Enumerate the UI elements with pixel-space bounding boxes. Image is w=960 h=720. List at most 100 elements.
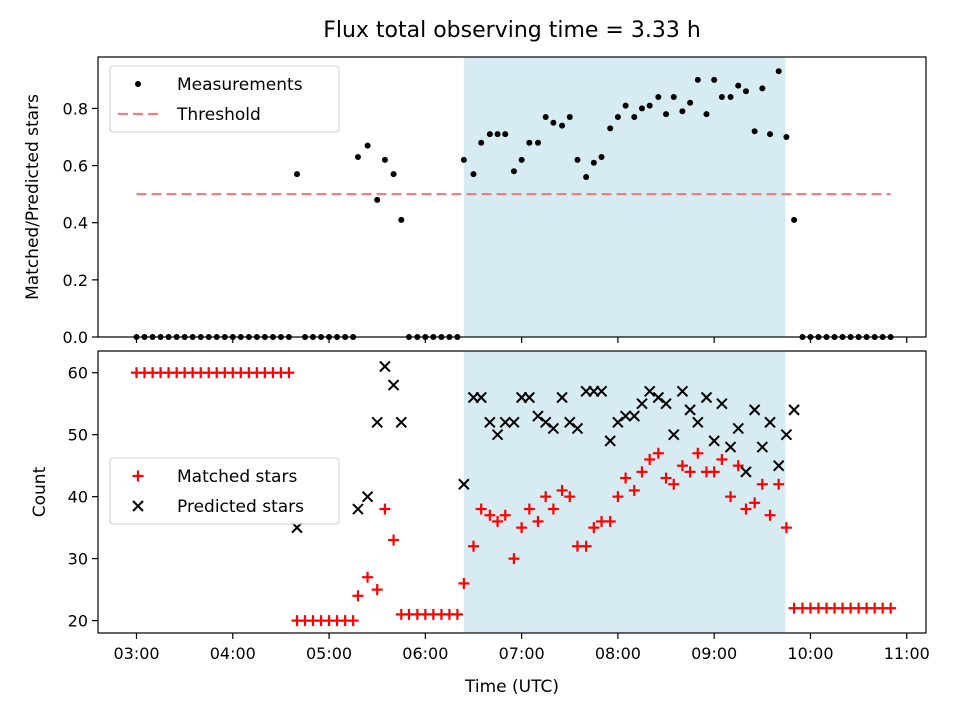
measurement-point: [354, 154, 361, 160]
matched-star-point: [620, 472, 632, 484]
y-tick-label: 60: [68, 364, 88, 383]
matched-star-point: [692, 447, 704, 459]
predicted-star-point: [708, 435, 720, 447]
matched-star-point: [652, 447, 664, 459]
matched-star-point: [283, 367, 295, 379]
matched-star-point: [532, 515, 544, 527]
matched-star-point: [371, 584, 383, 596]
predicted-star-point: [379, 360, 391, 373]
measurement-point: [687, 99, 694, 106]
measurement-point: [381, 156, 388, 163]
predicted-star-point: [676, 385, 689, 397]
matched-star-point: [644, 453, 656, 465]
legend-label: Threshold: [176, 105, 261, 125]
matched-star-point: [564, 491, 576, 503]
matched-star-point: [547, 503, 559, 515]
matched-star-point: [725, 491, 737, 503]
predicted-star-point: [724, 441, 737, 453]
predicted-star-point: [571, 422, 584, 435]
matched-star-point: [556, 484, 568, 496]
predicted-star-point: [628, 410, 640, 422]
legend-bottom: Matched stars Predicted stars: [109, 457, 340, 525]
measurement-point: [775, 68, 782, 75]
matched-star-point: [749, 497, 761, 509]
measurement-point: [374, 196, 381, 203]
matched-star-point: [475, 503, 487, 515]
measurement-point: [518, 156, 525, 163]
y-tick-label: 0.4: [63, 214, 88, 233]
measurement-point: [390, 171, 397, 178]
matched-star-point: [458, 577, 470, 589]
matched-star-point: [668, 478, 680, 490]
measurement-point: [670, 94, 677, 100]
predicted-star-point: [556, 391, 568, 404]
measurement-point: [638, 105, 645, 112]
y-tick-label: 0.0: [63, 328, 88, 347]
y-tick-label: 50: [68, 426, 88, 445]
matched-star-point: [451, 608, 463, 620]
measurement-point: [767, 131, 774, 138]
x-axis-label: Time (UTC): [464, 677, 559, 697]
predicted-star-point: [532, 410, 544, 422]
measurement-point: [494, 131, 501, 138]
measurement-point: [574, 156, 581, 163]
predicted-star-point: [523, 391, 536, 404]
predicted-star-point: [564, 416, 576, 428]
matched-star-point: [508, 553, 520, 565]
measurement-point: [759, 85, 766, 92]
predicted-star-point: [732, 422, 744, 435]
y-tick-label: 0.2: [63, 271, 88, 290]
x-tick-label: 07:00: [499, 644, 545, 663]
matched-star-point: [636, 466, 648, 478]
measurement-point: [598, 154, 605, 160]
matched-star-point: [756, 478, 768, 490]
legend-label: Measurements: [177, 75, 303, 95]
matched-star-point: [628, 484, 640, 496]
matched-star-point: [780, 522, 792, 534]
matched-star-point: [885, 602, 897, 614]
measurement-point: [510, 168, 517, 175]
measurement-point: [718, 94, 725, 100]
matched-star-point: [660, 472, 672, 484]
predicted-star-point: [668, 428, 680, 441]
x-tick-label: 09:00: [691, 644, 737, 663]
predicted-star-point: [539, 416, 552, 428]
predicted-star-point: [660, 397, 672, 410]
measurement-point: [694, 76, 701, 83]
measurement-point: [542, 114, 549, 120]
y-axis-label-top: Matched/Predicted stars: [23, 94, 43, 300]
predicted-star-point: [387, 379, 400, 391]
observing-window-bottom: [463, 351, 786, 633]
measurement-point: [703, 111, 710, 118]
predicted-star-point: [748, 404, 761, 416]
measurement-point: [398, 216, 405, 223]
predicted-star-point: [684, 404, 696, 416]
measurement-point: [526, 139, 533, 146]
predicted-star-point: [475, 391, 487, 404]
y-tick-label: 0.8: [63, 99, 88, 118]
measurement-point: [478, 139, 485, 146]
predicted-star-point: [595, 385, 608, 397]
measurement-point: [566, 114, 573, 120]
measurement-point: [663, 111, 670, 118]
predicted-star-point: [352, 503, 364, 515]
predicted-star-point: [636, 397, 648, 410]
measurement-point: [751, 128, 758, 135]
panel-ratio: 0.00.20.40.60.8 Matched/Predicted stars …: [23, 56, 927, 347]
measurement-point: [679, 108, 686, 115]
measurement-point: [646, 102, 653, 109]
matched-star-point: [540, 491, 552, 503]
predicted-star-point: [499, 416, 511, 428]
predicted-star-point: [612, 416, 624, 428]
measurement-point: [607, 125, 614, 132]
matched-star-point: [499, 509, 511, 521]
matched-star-point: [732, 460, 744, 472]
measurement-point: [364, 142, 371, 149]
matched-star-point: [467, 540, 479, 552]
predicted-star-point: [692, 416, 704, 428]
measurement-point: [783, 134, 790, 140]
predicted-star-point: [484, 416, 496, 428]
matched-star-point: [604, 515, 616, 527]
measurement-point: [470, 171, 477, 178]
